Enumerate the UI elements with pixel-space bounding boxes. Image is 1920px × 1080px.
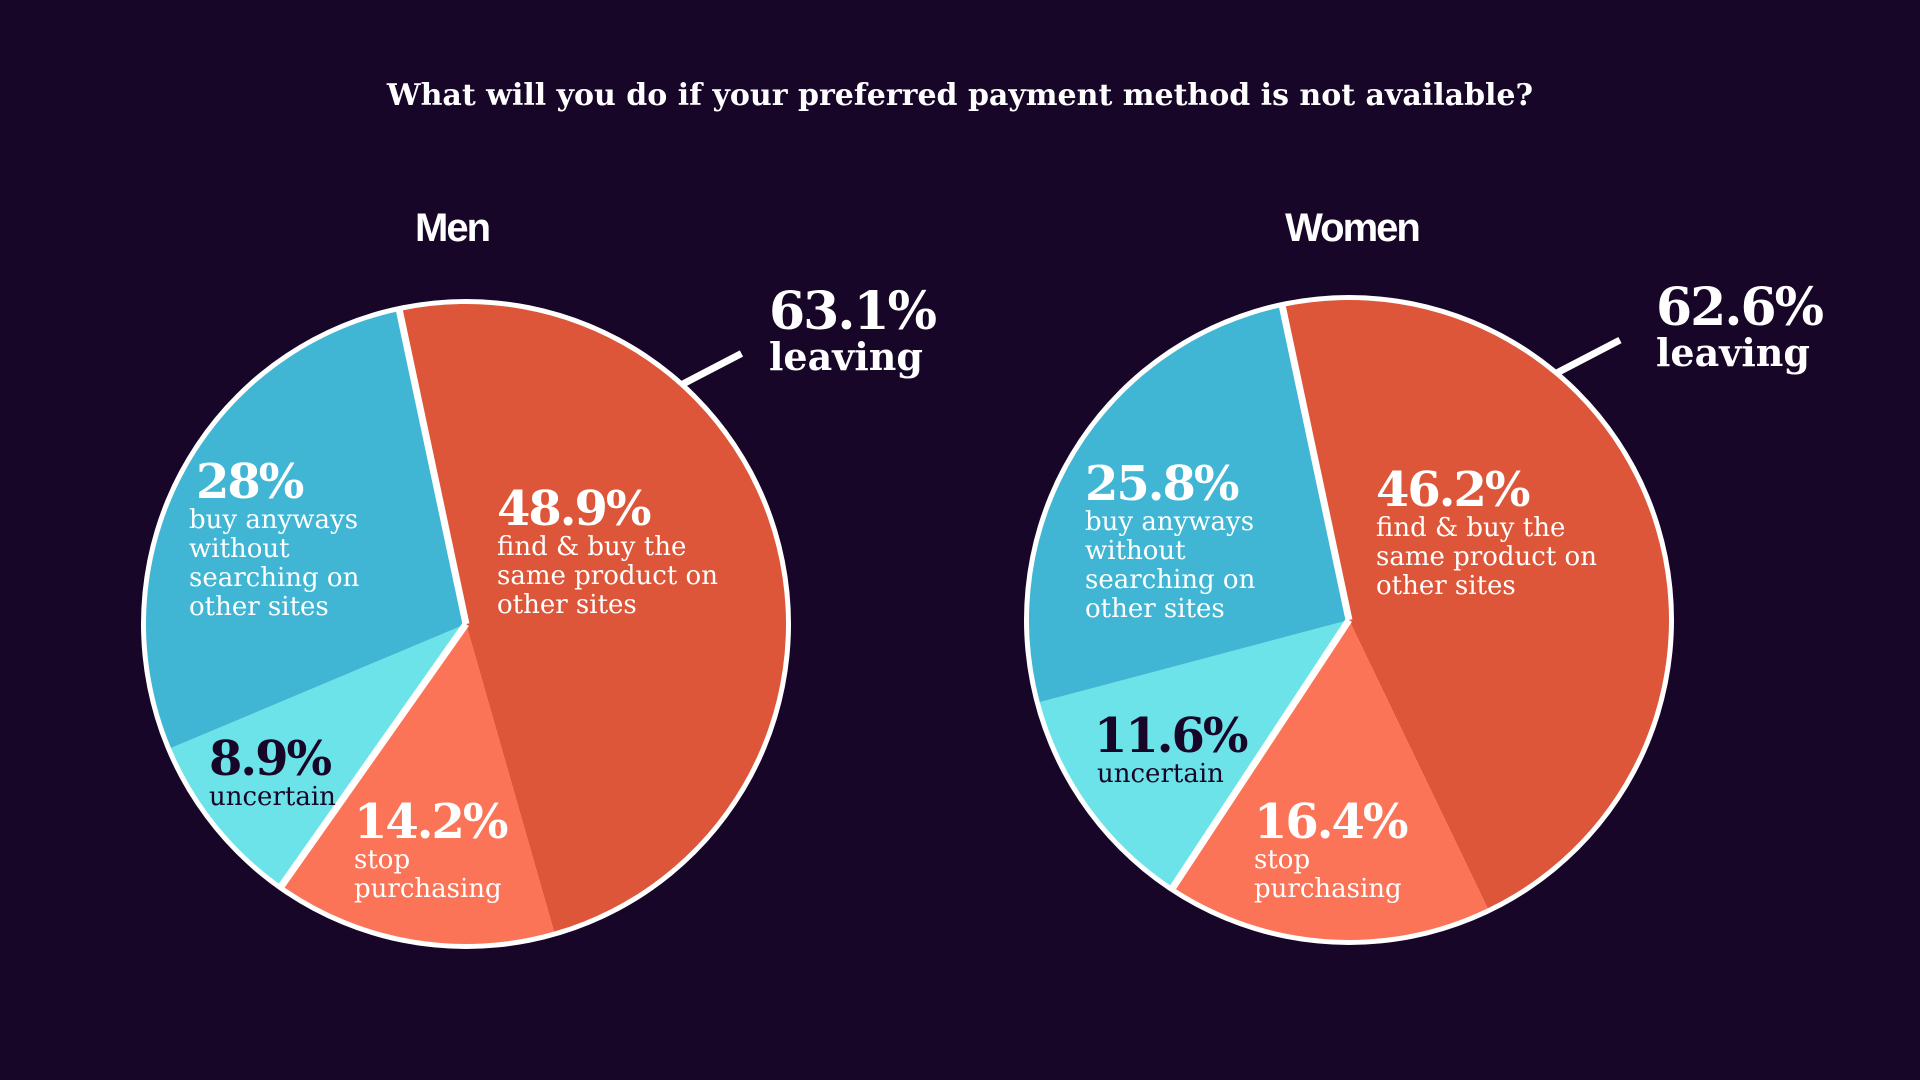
panel-title-women: Women (1285, 206, 1421, 250)
men-slice-label-find-buy: 48.9% find & buy the same product on oth… (497, 485, 718, 620)
women-slice-stop (1173, 620, 1488, 940)
men-slice-label-buy-anyways: 28% buy anyways without searching on oth… (189, 458, 359, 622)
men-slice-stop (281, 624, 554, 944)
men-find-buy-desc: find & buy the same product on other sit… (497, 532, 718, 620)
men-find-buy-pct: 48.9% (497, 481, 652, 537)
men-separator-bottom (276, 621, 469, 891)
men-slice-find-buy (399, 303, 787, 932)
women-buy-anyways-pct: 25.8% (1085, 456, 1240, 512)
women-uncertain-pct: 11.6% (1094, 708, 1249, 764)
men-callout: 63.1% leaving (769, 281, 937, 379)
men-callout-value: 63.1% (769, 281, 937, 342)
women-separator-bottom (1167, 618, 1352, 893)
women-stop-desc: stop purchasing (1254, 845, 1402, 904)
women-stop-pct: 16.4% (1254, 794, 1409, 850)
women-callout-value: 62.6% (1656, 277, 1824, 338)
men-slice-label-uncertain: 8.9% uncertain (209, 735, 336, 812)
men-buy-anyways-desc: buy anyways without searching on other s… (189, 505, 360, 622)
women-slice-find-buy (1282, 300, 1669, 909)
men-stop-pct: 14.2% (354, 794, 509, 850)
women-slice-label-uncertain: 11.6% uncertain (1094, 708, 1249, 789)
women-slice-uncertain (1039, 620, 1349, 888)
chart-title: What will you do if your preferred payme… (386, 78, 1534, 113)
men-slice-buy-anyways (145, 310, 466, 749)
men-separator-top (395, 306, 470, 625)
women-buy-anyways-desc: buy anyways without searching on other s… (1085, 507, 1256, 624)
women-uncertain-desc: uncertain (1097, 759, 1224, 789)
women-slice-label-find-buy: 46.2% find & buy the same product on oth… (1376, 466, 1597, 601)
men-callout-leader (679, 350, 744, 388)
women-slice-label-stop: 16.4% stop purchasing (1254, 794, 1409, 904)
men-uncertain-pct: 8.9% (209, 731, 332, 787)
men-uncertain-desc: uncertain (209, 782, 336, 812)
women-slice-label-buy-anyways: 25.8% buy anyways without searching on o… (1085, 460, 1255, 624)
men-callout-label: leaving (769, 334, 923, 379)
women-callout-leader (1554, 336, 1622, 377)
women-slice-buy-anyways (1029, 306, 1349, 703)
women-find-buy-desc: find & buy the same product on other sit… (1376, 513, 1597, 601)
women-callout: 62.6% leaving (1656, 277, 1824, 375)
men-buy-anyways-pct: 28% (196, 454, 304, 510)
women-separator-top (1278, 302, 1353, 621)
women-callout-label: leaving (1656, 330, 1810, 375)
panel-title-men: Men (415, 206, 491, 250)
men-slice-uncertain (171, 624, 466, 886)
women-find-buy-pct: 46.2% (1376, 462, 1531, 518)
men-stop-desc: stop purchasing (354, 845, 502, 904)
men-slice-label-stop: 14.2% stop purchasing (354, 794, 509, 904)
